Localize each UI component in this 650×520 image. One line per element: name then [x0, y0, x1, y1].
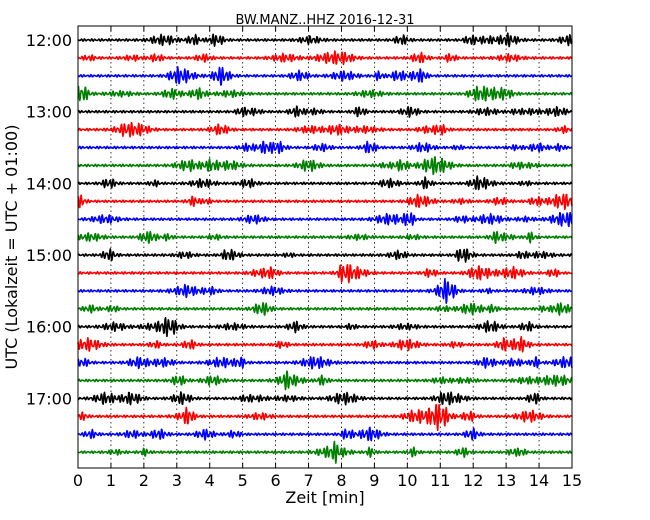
- x-tick-label-9: 9: [369, 471, 379, 490]
- x-tick-label-1: 1: [106, 471, 116, 490]
- trace-1645: [77, 370, 573, 391]
- x-tick-label-4: 4: [205, 471, 215, 490]
- y-tick-label-15:00: 15:00: [26, 246, 72, 265]
- x-tick-label-6: 6: [271, 471, 281, 490]
- x-tick-label-7: 7: [303, 471, 313, 490]
- trace-1400: [77, 175, 573, 191]
- y-tick-label-16:00: 16:00: [26, 318, 72, 337]
- x-tick-label-15: 15: [562, 471, 582, 490]
- trace-1445: [77, 230, 573, 245]
- x-tick-label-0: 0: [73, 471, 83, 490]
- x-tick-label-5: 5: [238, 471, 248, 490]
- plot-frame: [77, 25, 573, 469]
- x-axis-label: Zeit [min]: [285, 488, 364, 507]
- trace-1300: [77, 105, 573, 118]
- x-tick-label-8: 8: [336, 471, 346, 490]
- trace-1530: [77, 277, 573, 304]
- grid-layer: [110, 26, 540, 468]
- x-tick-label-3: 3: [172, 471, 182, 490]
- x-tick-label-10: 10: [397, 471, 417, 490]
- y-axis-label: UTC (Lokalzeit = UTC + 01:00): [2, 125, 21, 370]
- trace-1200: [77, 32, 573, 48]
- x-tick-label-13: 13: [496, 471, 516, 490]
- trace-1700: [77, 391, 573, 406]
- y-tick-label-12:00: 12:00: [26, 31, 72, 50]
- trace-1715: [77, 403, 573, 432]
- y-tick-label-13:00: 13:00: [26, 103, 72, 122]
- trace-1730: [77, 426, 573, 442]
- trace-1545: [77, 301, 573, 316]
- trace-1515: [77, 264, 573, 284]
- traces-layer: [77, 32, 573, 464]
- y-tick-label-17:00: 17:00: [26, 389, 72, 408]
- y-tick-label-14:00: 14:00: [26, 174, 72, 193]
- trace-1415: [77, 193, 573, 211]
- trace-1500: [77, 248, 573, 263]
- trace-1745: [77, 440, 573, 464]
- trace-1430: [77, 211, 573, 228]
- trace-1630: [77, 355, 573, 370]
- trace-1330: [77, 140, 573, 155]
- trace-1230: [77, 66, 573, 86]
- x-tick-label-2: 2: [139, 471, 149, 490]
- trace-1345: [77, 156, 573, 176]
- trace-1615: [77, 335, 573, 353]
- chart-title: BW.MANZ..HHZ 2016-12-31: [235, 13, 414, 28]
- x-tick-label-14: 14: [529, 471, 549, 490]
- x-tick-label-11: 11: [430, 471, 450, 490]
- x-tick-label-12: 12: [463, 471, 483, 490]
- trace-1215: [77, 50, 573, 66]
- trace-1600: [77, 316, 573, 338]
- trace-1245: [77, 85, 573, 102]
- ticks-layer: 0 1 2 3 4 5 6 7 8 9 10 11 12 13 14 1512:0013:0014:0015:…: [26, 26, 582, 490]
- trace-1315: [77, 121, 573, 138]
